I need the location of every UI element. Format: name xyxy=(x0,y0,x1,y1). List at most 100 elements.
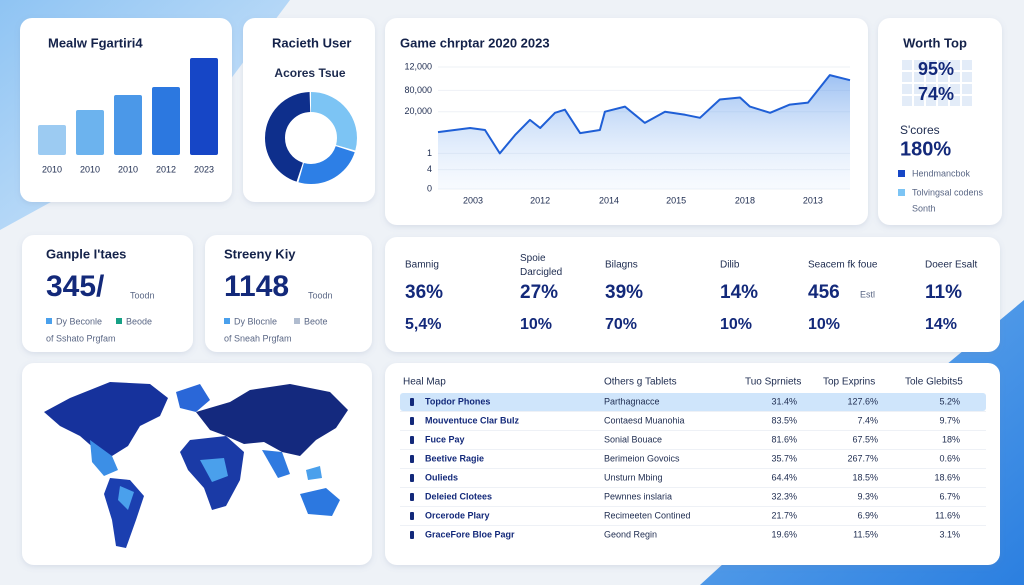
table-cell: 267.7% xyxy=(847,453,878,463)
y-tick-label: 12,000 xyxy=(404,61,432,71)
table-header: Others g Tablets xyxy=(604,377,677,388)
stat-value: 456 xyxy=(808,282,840,303)
table-cell: Parthagnacce xyxy=(604,396,660,406)
table-cell: 11.6% xyxy=(935,510,960,520)
table-cell: Oulieds xyxy=(425,472,458,482)
row-icon xyxy=(410,398,414,406)
card-title: Worth Top xyxy=(903,35,967,50)
legend-text: Tolvingsal codens xyxy=(912,187,984,197)
table-cell: Berimeion Govoics xyxy=(604,453,680,463)
table-cell: Fuce Pay xyxy=(425,434,465,444)
bar xyxy=(190,58,218,155)
legend-swatch xyxy=(224,318,230,324)
world-map xyxy=(44,382,348,548)
line-area xyxy=(438,75,850,189)
table-cell: 11.5% xyxy=(853,529,878,539)
y-tick-label: 20,000 xyxy=(404,106,432,116)
stat-value: 70% xyxy=(605,316,637,333)
row-icon xyxy=(410,417,414,425)
side-value: 74% xyxy=(918,84,954,104)
table-cell: Orcerode Plary xyxy=(425,510,490,520)
table-cell: Sonial Bouace xyxy=(604,434,662,444)
x-tick-label: 2015 xyxy=(666,195,686,205)
table-cell: 67.5% xyxy=(852,434,878,444)
row-icon xyxy=(410,531,414,539)
table-cell: 18.6% xyxy=(934,472,960,482)
stat-value: 10% xyxy=(808,316,840,333)
table-cell: GraceFore Bloe Pagr xyxy=(425,529,515,539)
table-cell: Mouventuce Clar Bulz xyxy=(425,415,520,425)
kpi-value: 1148 xyxy=(224,270,289,303)
y-tick-label: 80,000 xyxy=(404,85,432,95)
y-tick-label: 0 xyxy=(427,183,432,193)
table-cell: 21.7% xyxy=(771,510,797,520)
legend-swatch xyxy=(898,189,905,196)
table-header: Heal Map xyxy=(403,377,446,388)
x-tick-label: 2023 xyxy=(194,164,214,174)
side-label: S'cores xyxy=(900,123,940,137)
donut-segment xyxy=(265,92,357,184)
legend-text: Dy Blocnle xyxy=(234,316,277,326)
card xyxy=(385,237,1000,352)
legend-swatch xyxy=(46,318,52,324)
table-cell: 9.3% xyxy=(857,491,878,501)
table-header: Top Exprins xyxy=(823,377,875,388)
y-tick-label: 4 xyxy=(427,164,432,174)
x-tick-label: 2010 xyxy=(118,164,138,174)
row-icon xyxy=(410,512,414,520)
stat-value: 5,4% xyxy=(405,316,441,333)
card xyxy=(22,235,193,352)
stat-value: 27% xyxy=(520,282,558,303)
card-title: Raciеth User xyxy=(272,35,351,50)
kpi-title: Ganple I'taes xyxy=(46,246,126,261)
line xyxy=(437,74,851,155)
table-cell: 7.4% xyxy=(857,415,878,425)
side-value: 95% xyxy=(918,59,954,79)
table-cell: 19.6% xyxy=(771,529,797,539)
stat-value: 10% xyxy=(520,316,552,333)
card xyxy=(205,235,372,352)
table-cell: 6.7% xyxy=(939,491,960,501)
table-cell: Deleied Clotees xyxy=(425,491,492,501)
x-tick-label: 2010 xyxy=(80,164,100,174)
stat-header: Doeer Esalt xyxy=(925,260,977,271)
table-cell: 81.6% xyxy=(771,434,797,444)
table-cell: Geond Regin xyxy=(604,529,657,539)
stat-unit: Estl xyxy=(860,289,875,299)
table-header: Tole Glebits5 xyxy=(905,377,963,388)
stat-header: Bamnig xyxy=(405,260,439,271)
card-title: Game chrptar 2020 2023 xyxy=(400,35,550,50)
kpi-caption: of Sshato Prgfam xyxy=(46,333,116,343)
row-icon xyxy=(410,455,414,463)
legend-text: Hendmancbok xyxy=(912,168,971,178)
x-tick-label: 2013 xyxy=(803,195,823,205)
stat-header: Bilagns xyxy=(605,260,638,271)
stat-value: 14% xyxy=(925,316,957,333)
kpi-title: Streeny Kiy xyxy=(224,246,296,261)
table-cell: 6.9% xyxy=(857,510,878,520)
legend-text: Beote xyxy=(304,316,328,326)
stat-value: 11% xyxy=(925,282,962,303)
table-cell: Beetive Ragie xyxy=(425,453,484,463)
bar xyxy=(76,110,104,155)
legend-text: Beode xyxy=(126,316,152,326)
y-tick-label: 1 xyxy=(427,148,432,158)
table-cell: 5.2% xyxy=(939,396,960,406)
kpi-caption: of Sneah Prgfam xyxy=(224,333,292,343)
kpi-value: 345/ xyxy=(46,270,105,303)
table-cell: Unsturn Mbing xyxy=(604,472,663,482)
stat-value: 39% xyxy=(605,282,643,303)
side-big: 180% xyxy=(900,138,951,160)
legend-text: Sonth xyxy=(912,203,936,213)
x-tick-label: 2014 xyxy=(599,195,619,205)
row-icon xyxy=(410,493,414,501)
row-icon xyxy=(410,436,414,444)
legend-swatch xyxy=(116,318,122,324)
bar xyxy=(38,125,66,155)
stat-header: Seacem fk foue xyxy=(808,260,878,271)
donut-segment xyxy=(265,92,357,184)
row-icon xyxy=(410,474,414,482)
stat-value: 14% xyxy=(720,282,758,303)
kpi-unit: Toodn xyxy=(308,290,333,300)
